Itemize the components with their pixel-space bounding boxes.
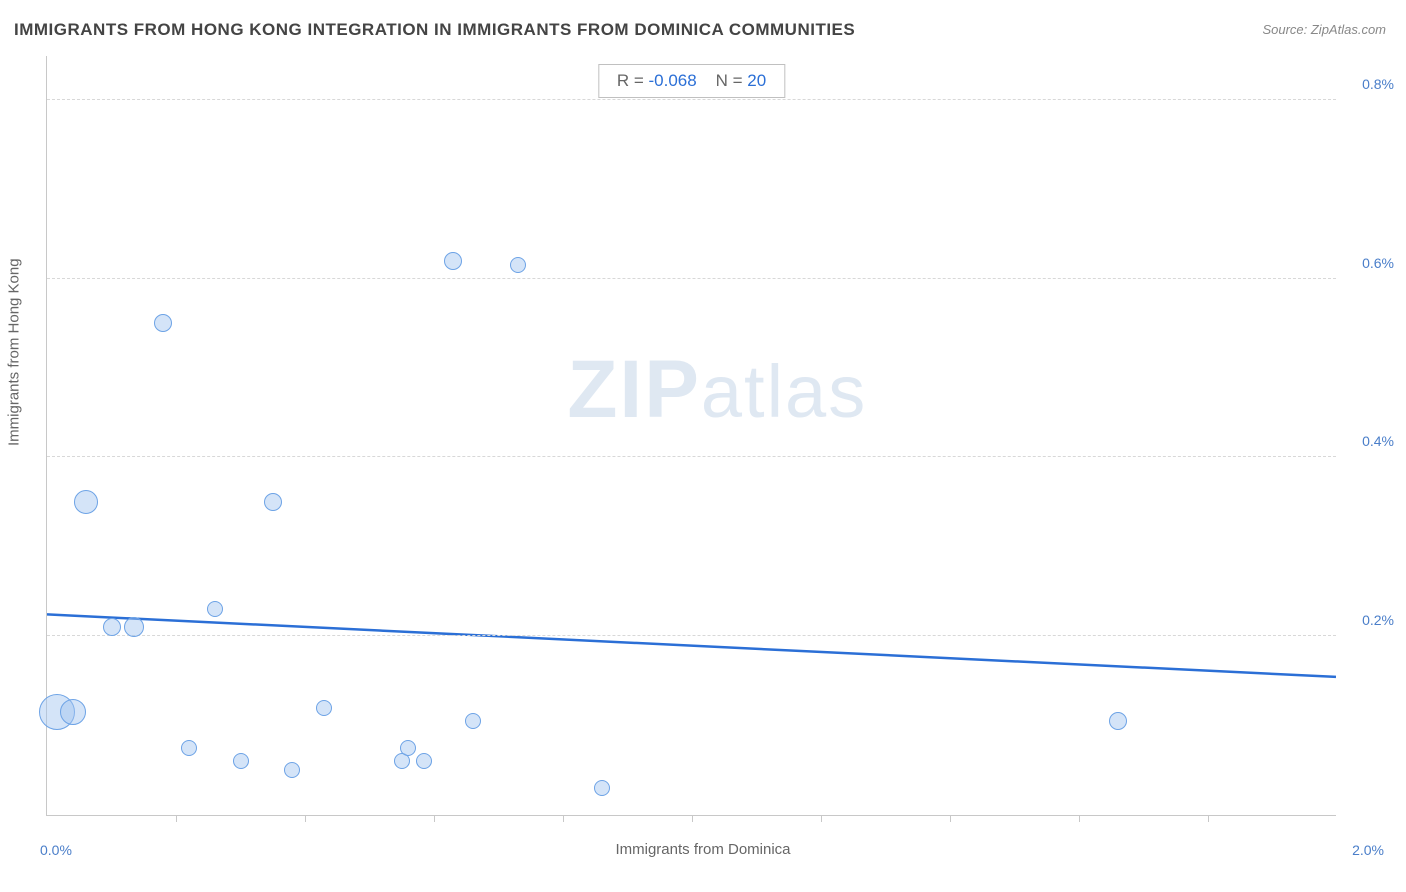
- y-axis-label: Immigrants from Hong Kong: [6, 258, 23, 446]
- stats-box: R = -0.068 N = 20: [598, 64, 785, 98]
- data-point: [284, 762, 300, 778]
- data-point: [60, 699, 86, 725]
- data-point: [444, 252, 462, 270]
- x-tick: [434, 815, 435, 822]
- gridline: [47, 635, 1336, 636]
- x-tick: [692, 815, 693, 822]
- data-point: [510, 257, 526, 273]
- gridline: [47, 99, 1336, 100]
- x-axis-max-label: 2.0%: [1352, 842, 1384, 858]
- data-point: [124, 617, 144, 637]
- x-tick: [305, 815, 306, 822]
- n-label: N =: [716, 71, 743, 90]
- x-tick: [176, 815, 177, 822]
- x-tick: [821, 815, 822, 822]
- source-attribution: Source: ZipAtlas.com: [1262, 22, 1386, 37]
- regression-line: [47, 56, 1336, 815]
- y-tick-label: 0.6%: [1362, 255, 1394, 271]
- gridline: [47, 456, 1336, 457]
- data-point: [103, 618, 121, 636]
- x-axis-label: Immigrants from Dominica: [615, 841, 790, 858]
- r-value: -0.068: [648, 71, 696, 90]
- n-value: 20: [747, 71, 766, 90]
- data-point: [74, 490, 98, 514]
- x-tick: [1208, 815, 1209, 822]
- data-point: [400, 740, 416, 756]
- y-tick-label: 0.4%: [1362, 433, 1394, 449]
- y-tick-label: 0.2%: [1362, 612, 1394, 628]
- watermark-text: ZIPatlas: [567, 343, 867, 437]
- scatter-plot: ZIPatlas R = -0.068 N = 20 0.2%0.4%0.6%0…: [46, 56, 1336, 816]
- data-point: [233, 753, 249, 769]
- data-point: [594, 780, 610, 796]
- data-point: [264, 493, 282, 511]
- data-point: [465, 713, 481, 729]
- data-point: [154, 314, 172, 332]
- data-point: [1109, 712, 1127, 730]
- x-tick: [563, 815, 564, 822]
- data-point: [207, 601, 223, 617]
- x-tick: [950, 815, 951, 822]
- data-point: [416, 753, 432, 769]
- data-point: [181, 740, 197, 756]
- data-point: [316, 700, 332, 716]
- chart-title: IMMIGRANTS FROM HONG KONG INTEGRATION IN…: [14, 20, 855, 40]
- x-tick: [1079, 815, 1080, 822]
- r-label: R =: [617, 71, 644, 90]
- x-axis-min-label: 0.0%: [40, 842, 72, 858]
- y-tick-label: 0.8%: [1362, 76, 1394, 92]
- gridline: [47, 278, 1336, 279]
